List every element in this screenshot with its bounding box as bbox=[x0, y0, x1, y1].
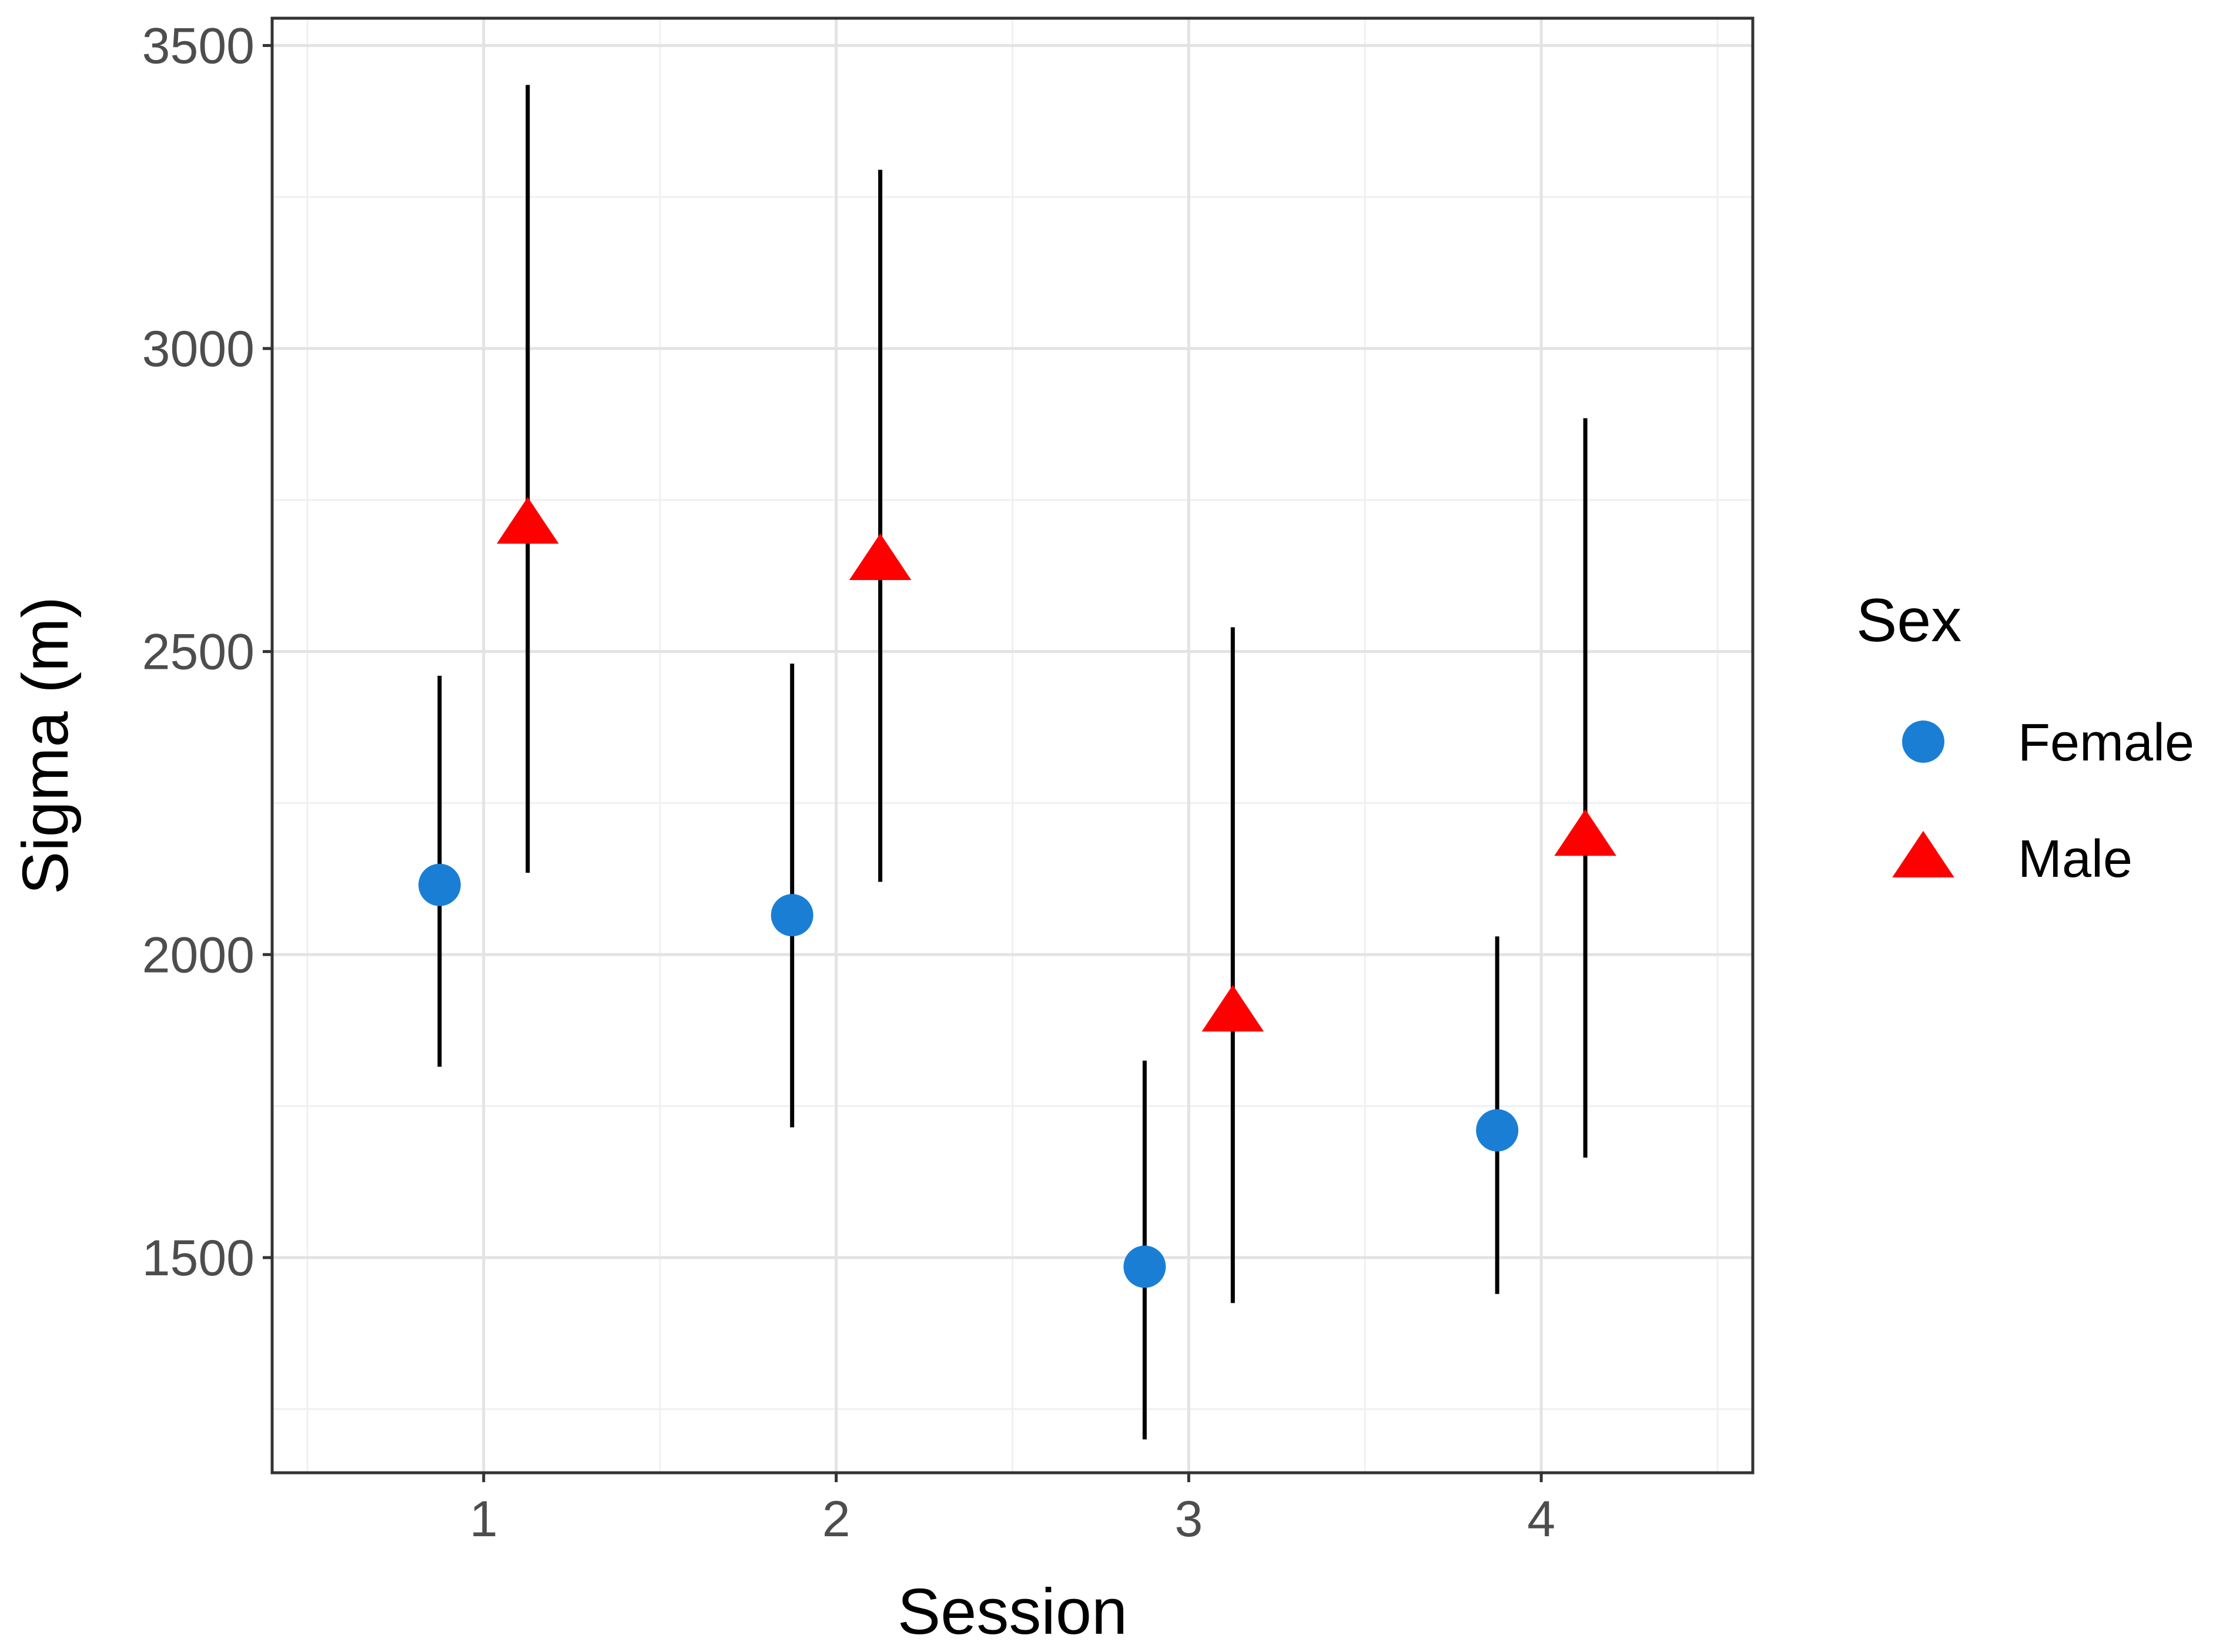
x-tick-label: 4 bbox=[1527, 1491, 1555, 1547]
point-female-4 bbox=[1476, 1109, 1519, 1152]
point-female-1 bbox=[418, 863, 461, 906]
y-tick-label: 1500 bbox=[142, 1230, 255, 1286]
point-male-2 bbox=[849, 533, 912, 580]
x-tick-label: 3 bbox=[1174, 1491, 1203, 1547]
data-points bbox=[418, 497, 1616, 1288]
point-male-1 bbox=[497, 497, 559, 544]
legend-label-male: Male bbox=[2018, 830, 2132, 889]
legend-label-female: Female bbox=[2018, 713, 2194, 772]
grid-major bbox=[272, 18, 1753, 1473]
grid-minor bbox=[272, 18, 1753, 1473]
x-axis-title: Session bbox=[898, 1576, 1127, 1648]
y-tick-label: 2000 bbox=[142, 927, 255, 983]
y-tick-label: 3500 bbox=[142, 18, 255, 74]
legend-title: Sex bbox=[1856, 587, 1961, 655]
legend-items: Female Male bbox=[1892, 713, 2194, 889]
y-axis-title: Sigma (m) bbox=[9, 597, 82, 894]
y-tick-label: 2500 bbox=[142, 624, 255, 681]
legend: Sex Female Male bbox=[1856, 587, 2194, 889]
axis-tick-labels: 1500 2000 2500 3000 3500 1 2 3 4 bbox=[142, 18, 1555, 1547]
x-tick-label: 2 bbox=[822, 1491, 851, 1547]
point-female-3 bbox=[1123, 1245, 1166, 1288]
legend-key-male bbox=[1892, 830, 1954, 877]
point-male-3 bbox=[1201, 985, 1264, 1032]
legend-key-female bbox=[1902, 721, 1944, 763]
point-male-4 bbox=[1554, 809, 1616, 856]
plot-panel-border bbox=[270, 16, 1755, 1475]
point-female-2 bbox=[771, 894, 813, 937]
error-bars bbox=[437, 85, 1588, 1440]
y-tick-label: 3000 bbox=[142, 321, 255, 377]
axis-ticks bbox=[263, 43, 1543, 1482]
x-tick-label: 1 bbox=[470, 1491, 498, 1547]
